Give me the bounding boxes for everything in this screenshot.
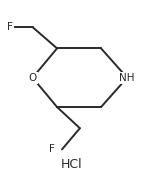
- Text: NH: NH: [119, 73, 135, 83]
- Text: O: O: [29, 73, 37, 83]
- Text: F: F: [7, 22, 13, 32]
- Text: F: F: [49, 144, 55, 154]
- Text: HCl: HCl: [61, 158, 82, 171]
